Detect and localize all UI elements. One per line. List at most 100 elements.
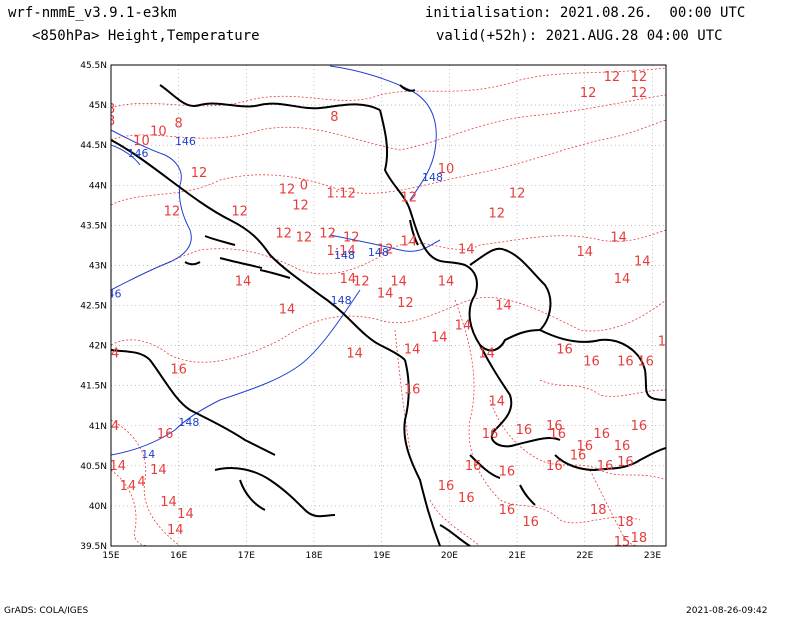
temperature-contour-label: 16: [438, 479, 455, 494]
temperature-contour-label: 12: [604, 70, 621, 85]
temperature-contour-label: 16: [597, 459, 614, 474]
height-contour-label: 148: [178, 416, 199, 429]
lat-tick-label: 44N: [89, 181, 107, 191]
lat-tick-label: 39.5N: [80, 542, 107, 552]
height-contour-label: 148: [422, 171, 443, 184]
temperature-contour-label: 16: [516, 423, 533, 438]
temperature-contour-label: 8: [107, 102, 115, 117]
temperature-contour-label: 12: [377, 242, 394, 257]
temperature-contour-label: 16: [614, 439, 631, 454]
temperature-contour-label: 16: [617, 455, 634, 470]
height-labels: 146 146 146 148 148 148 148 148 14: [101, 135, 443, 461]
height-contour-label: 148: [331, 294, 352, 307]
temperature-contour-label: 16: [546, 459, 563, 474]
temperature-contour-label: 12: [319, 226, 336, 241]
temperature-contour-label: 16: [577, 439, 594, 454]
temperature-contour-label: 12: [489, 206, 506, 221]
temperature-contour-label: 16: [546, 419, 563, 434]
temperature-contour-label: 16: [499, 464, 516, 479]
lat-tick-label: 43N: [89, 261, 107, 271]
lat-tick-label: 40.5N: [80, 462, 107, 472]
temperature-contour-label: 8: [330, 110, 338, 125]
lon-tick-label: 22E: [576, 551, 593, 561]
temperature-contour-label: 12: [231, 205, 248, 220]
temperature-contour-label: 14: [235, 274, 252, 289]
temperature-contour-label: 16: [157, 427, 174, 442]
temperature-contour-label: 12: [191, 166, 208, 181]
temperature-contour-label: 16: [556, 343, 573, 358]
footer-timestamp: 2021-08-26-09:42: [686, 606, 768, 616]
temperature-contour-label: 14: [634, 254, 651, 269]
temperature-contour-label: 14: [478, 347, 495, 362]
lat-tick-label: 42N: [89, 342, 107, 352]
temperature-contour-label: 14: [577, 245, 594, 260]
axis-tick-labels: 15E 16E 17E 18E 19E 20E 21E 22E 23E 45.5N 45N 44.5N…: [80, 61, 661, 561]
lon-tick-label: 17E: [238, 551, 255, 561]
temperature-contour-label: 10: [150, 125, 167, 140]
lon-tick-label: 23E: [644, 551, 661, 561]
temperature-contour-label: 14: [455, 319, 472, 334]
height-contour-label: 146: [175, 135, 196, 148]
temperature-contour-label: 14: [103, 347, 120, 362]
model-title: wrf-nmmE_v3.9.1-e3km: [8, 5, 177, 21]
temperature-contour-label: 12: [401, 190, 418, 205]
temperature-contour-label: 12: [631, 70, 648, 85]
temperature-contour-label: 15: [614, 535, 631, 550]
temperature-contour-label: 8: [175, 117, 183, 132]
temperature-contour-label: 16: [465, 459, 482, 474]
temperature-contour-label: 14: [177, 507, 194, 522]
temperature-contour-label: 16: [404, 383, 421, 398]
temperature-contour-label: 18: [631, 531, 648, 546]
lat-tick-label: 45.5N: [80, 61, 107, 71]
temperature-contour-label: 18: [617, 515, 634, 530]
temperature-contour-label: 14: [150, 463, 167, 478]
plot-frame: [110, 64, 667, 547]
lon-tick-label: 18E: [305, 551, 322, 561]
temperature-contour-label: 14: [279, 303, 296, 318]
temperature-contour-label: 16: [593, 427, 610, 442]
temperature-contour-label: 12: [343, 230, 360, 245]
temperature-contour-label: 14: [610, 230, 627, 245]
lon-tick-label: 20E: [441, 551, 458, 561]
temperature-contour-label: 1:14: [327, 244, 356, 259]
temperature-contour-label: 16: [458, 491, 475, 506]
temperature-contour-label: 12: [353, 274, 370, 289]
temperature-contour-label: 4: [137, 475, 145, 490]
temperature-contour-label: 14: [377, 286, 394, 301]
temperature-contour-label: 14: [458, 242, 475, 257]
temperature-contour-label: 12: [580, 86, 597, 101]
temperature-contour-label: 14: [614, 272, 631, 287]
lon-tick-label: 19E: [373, 551, 390, 561]
temperature-contour-label: 16: [482, 427, 499, 442]
temperature-contour-label: 14: [404, 343, 421, 358]
temperature-contour-label: 12: [397, 296, 414, 311]
temperature-contour-label: 16: [631, 419, 648, 434]
height-contour-label: 146: [101, 287, 122, 300]
height-contour-label: 146: [128, 147, 149, 160]
temperature-contour-label: 16: [583, 355, 600, 370]
lat-tick-label: 41.5N: [80, 382, 107, 392]
temperature-contour-label: 14: [489, 395, 506, 410]
temperature-contour-label: 16: [522, 515, 539, 530]
temperature-contour-label: 16: [570, 448, 587, 463]
temperature-contours: [111, 67, 666, 546]
lat-tick-label: 41N: [89, 422, 107, 432]
temperature-contour-label: 14: [346, 347, 363, 362]
temperature-contour-label: 16: [549, 427, 566, 442]
coastlines-borders: [111, 84, 666, 546]
temperature-contour-label: 14: [431, 331, 448, 346]
init-time: initialisation: 2021.08.26. 00:00 UTC: [425, 5, 746, 21]
temperature-contour-label: 16: [637, 355, 654, 370]
temperature-contour-label: 16: [170, 363, 187, 378]
temperature-contour-label: 8: [107, 114, 115, 129]
height-contours: [111, 65, 441, 456]
lon-tick-label: 16E: [170, 551, 187, 561]
temperature-contour-label: 14: [167, 523, 184, 538]
temperature-contour-label: 0: [300, 178, 308, 193]
temperature-contour-label: 14: [160, 495, 177, 510]
temperature-contour-label: 18: [590, 503, 607, 518]
temperature-contour-label: 14: [103, 419, 120, 434]
temperature-contour-label: 12: [275, 226, 292, 241]
valid-time: valid(+52h): 2021.AUG.28 04:00 UTC: [436, 28, 723, 44]
